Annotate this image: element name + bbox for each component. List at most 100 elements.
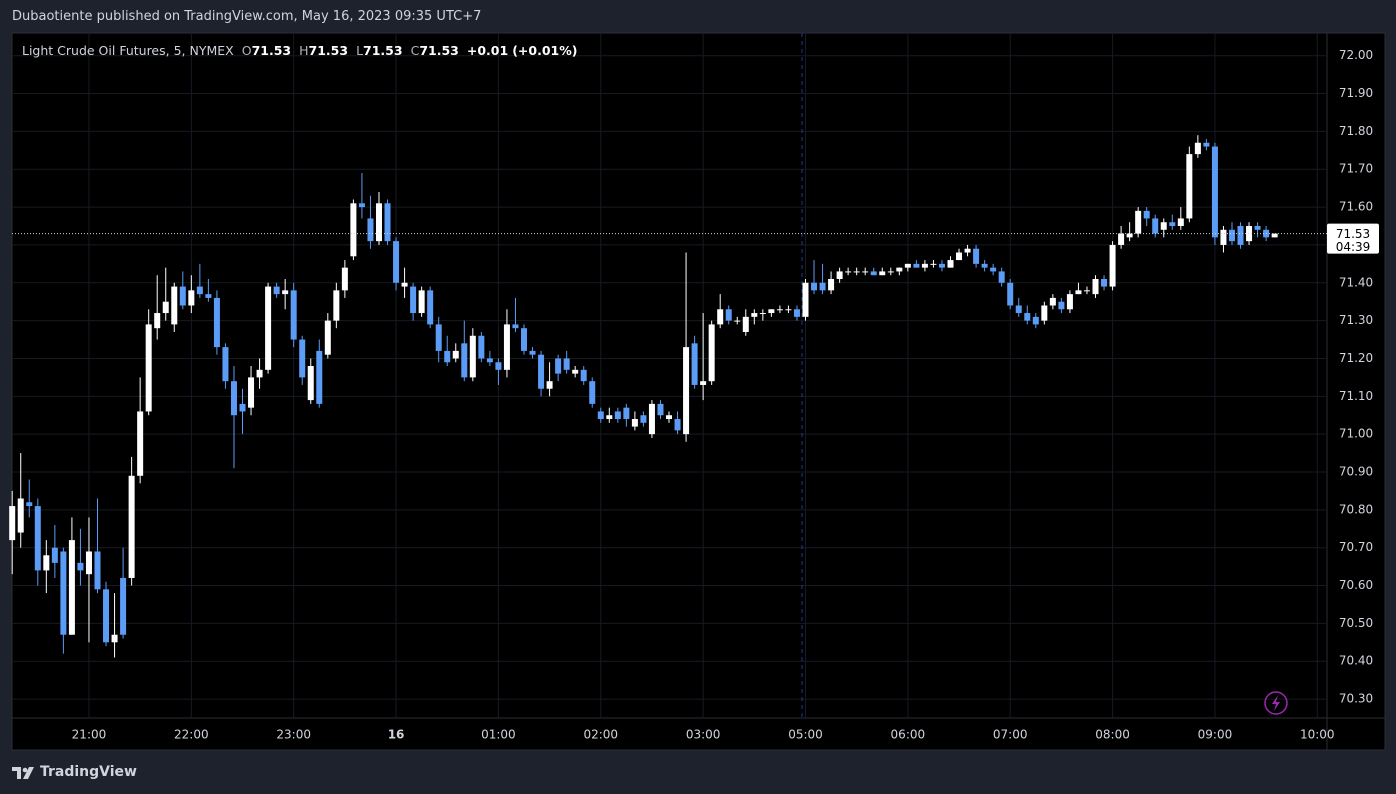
candle-body [503, 324, 510, 370]
ohlc-value: 71.53 [363, 43, 403, 58]
candle-body [1135, 210, 1142, 234]
candle-body [77, 562, 84, 571]
candle-body [60, 551, 67, 635]
candle-body [333, 290, 340, 321]
candle-body [120, 577, 127, 635]
y-tick-label: 70.30 [1339, 692, 1373, 706]
candle-body [666, 415, 673, 420]
x-tick-label: 09:00 [1198, 728, 1233, 742]
ohlc-label: L [356, 43, 364, 58]
candle-body [683, 347, 690, 435]
candle-body [1203, 142, 1210, 147]
change: +0.01 [466, 43, 509, 58]
candle-body [674, 419, 681, 431]
candle-body [375, 203, 382, 242]
candle-body [1032, 316, 1039, 325]
candle-body [1126, 233, 1133, 238]
candle-body [1049, 297, 1056, 306]
y-tick-label: 70.70 [1339, 540, 1373, 554]
candles [9, 135, 1327, 658]
candle-body [512, 324, 519, 329]
ohlc-value: 71.53 [251, 43, 292, 58]
x-tick-label: 08:00 [1095, 728, 1130, 742]
candle-body [1152, 218, 1159, 234]
candle-body [734, 320, 741, 322]
candle-body [1101, 278, 1108, 287]
candle-body [299, 339, 306, 378]
candle-body [580, 369, 587, 382]
ohlc-label: H [299, 43, 309, 58]
candle-body [1024, 313, 1031, 321]
candle-body [9, 506, 16, 541]
candle-body [444, 350, 451, 363]
candle-body [256, 369, 263, 378]
candle-body [1211, 146, 1218, 238]
candle-body [1109, 244, 1116, 287]
candle-body [478, 335, 485, 359]
candle-body [418, 290, 425, 314]
candle-body [853, 271, 860, 273]
x-tick-label: 10:00 [1300, 728, 1335, 742]
x-tick-label: 06:00 [891, 728, 926, 742]
y-tick-label: 70.40 [1339, 654, 1373, 668]
candle-body [538, 354, 545, 389]
candle-body [1083, 290, 1090, 292]
candle-body [708, 324, 715, 382]
brand-logo [12, 767, 34, 779]
candle-body [828, 278, 835, 291]
candle-body [26, 502, 33, 507]
candle-body [751, 313, 758, 317]
candle-body [879, 271, 886, 276]
x-tick-label: 01:00 [481, 728, 516, 742]
candle-body [358, 203, 365, 208]
candle-body [563, 358, 570, 370]
candle-body [248, 377, 255, 408]
candle-body [896, 267, 903, 272]
candle-body [768, 309, 775, 314]
x-tick-label: 16 [388, 728, 405, 742]
x-tick-label: 07:00 [993, 728, 1028, 742]
candle-body [307, 366, 314, 401]
x-tick-label: 02:00 [583, 728, 618, 742]
candle-body [1143, 210, 1150, 219]
candle-body [85, 551, 92, 575]
change-percent: (+0.01%) [512, 43, 578, 58]
candle-body [845, 271, 852, 273]
candle-body [94, 551, 101, 590]
candle-body [589, 381, 596, 404]
y-tick-label: 70.50 [1339, 616, 1373, 630]
candle-body [137, 411, 144, 476]
candle-body [802, 282, 809, 317]
candle-body [614, 411, 621, 420]
candle-body [648, 403, 655, 435]
candle-body [103, 589, 110, 643]
brand[interactable]: TradingView [40, 764, 137, 780]
candle-body [154, 313, 161, 329]
candle-body [1228, 229, 1235, 242]
candle-body [1007, 282, 1014, 306]
candle-body [631, 419, 638, 427]
candle-body [350, 203, 357, 257]
ohlc-label: C [410, 43, 420, 58]
candle-body [452, 350, 459, 359]
candle-body [657, 403, 664, 416]
candle-body [128, 475, 135, 578]
candle-body [290, 290, 297, 340]
candle-body [555, 358, 562, 374]
candle-body [623, 407, 630, 420]
candle-body [529, 350, 536, 355]
ohlc-value: 71.53 [308, 43, 349, 58]
chart-panel [11, 32, 1386, 751]
grid [12, 33, 1327, 718]
lightning-icon[interactable] [1264, 691, 1288, 715]
candle-body [913, 263, 920, 268]
candle-body [836, 271, 843, 279]
candle-body [324, 320, 331, 355]
candle-body [1254, 226, 1261, 230]
y-tick-label: 71.40 [1339, 275, 1373, 289]
candle-body [572, 369, 579, 374]
candle-body [384, 203, 391, 242]
y-tick-label: 71.10 [1339, 389, 1373, 403]
candle-body [887, 271, 894, 273]
